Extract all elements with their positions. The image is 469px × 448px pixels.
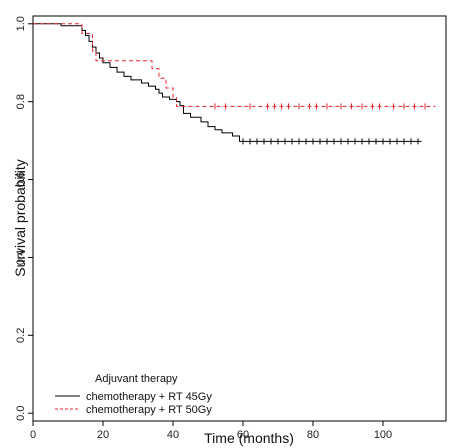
y-tick-label: 0.8	[15, 94, 27, 109]
plot-frame	[32, 15, 447, 422]
x-tick-label: 100	[374, 429, 392, 441]
y-tick-label: 0.0	[15, 406, 27, 421]
legend-label-50gy: chemotherapy + RT 50Gy	[86, 404, 212, 416]
x-tick-label: 80	[307, 429, 319, 441]
y-tick-label: 1.0	[15, 16, 27, 31]
legend: Adjuvant therapy chemotherapy + RT 45Gy …	[55, 373, 212, 416]
y-tick-label: 0.2	[15, 328, 27, 343]
legend-label-45gy: chemotherapy + RT 45Gy	[86, 391, 212, 403]
x-tick-label: 40	[167, 429, 179, 441]
x-tick-label: 0	[30, 429, 36, 441]
y-tick-label: 0.6	[15, 172, 27, 187]
survival-curve-0	[33, 23, 422, 142]
x-tick-label: 20	[97, 429, 109, 441]
x-axis: 0 20 40 60 80 100	[30, 421, 392, 441]
survival-curve-1	[33, 23, 436, 107]
y-tick-label: 0.4	[15, 250, 27, 265]
y-axis: 0.0 0.2 0.4 0.6 0.8 1.0	[15, 16, 33, 421]
legend-title: Adjuvant therapy	[95, 373, 178, 385]
x-tick-label: 60	[237, 429, 249, 441]
series-layer	[33, 23, 436, 145]
y-axis-title: Survival probability	[12, 159, 28, 277]
x-axis-title: Time (months)	[204, 430, 294, 446]
